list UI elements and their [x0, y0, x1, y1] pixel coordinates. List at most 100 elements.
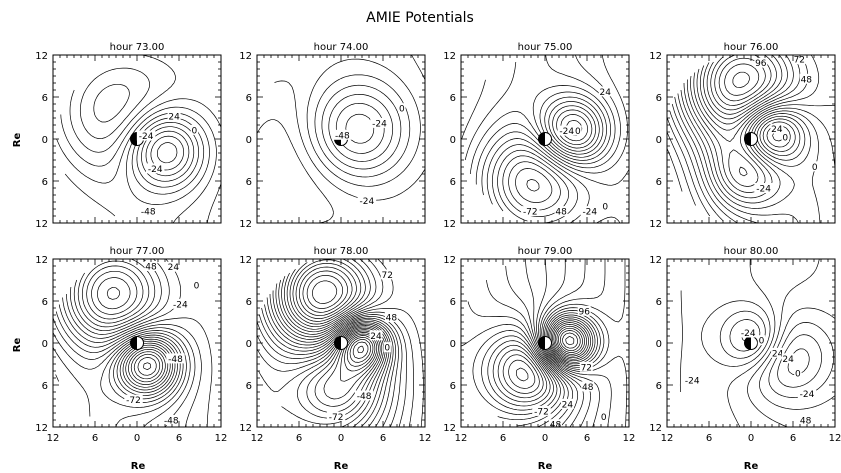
- panel-title: hour 77.00: [110, 246, 165, 257]
- contour-label: 24: [599, 88, 611, 98]
- y-tick-label: 12: [239, 255, 252, 266]
- contour-label: -24: [741, 329, 756, 339]
- x-tick-label: 12: [215, 433, 228, 444]
- y-tick-label: 6: [656, 297, 662, 308]
- contour-label-bg: [581, 381, 595, 392]
- contour-label: -24: [148, 165, 163, 175]
- contour-lines: [667, 55, 835, 223]
- y-tick-label: 0: [246, 135, 252, 146]
- y-tick-label: 0: [246, 339, 252, 350]
- earth-nightside: [538, 132, 545, 146]
- panel-title: hour 73.00: [110, 42, 165, 53]
- contour-label-bg: [136, 130, 156, 141]
- contour-label-bg: [138, 206, 158, 217]
- x-tick-label: 12: [47, 433, 60, 444]
- contour-label: 48: [800, 417, 812, 427]
- contour-label: 48: [386, 314, 398, 324]
- contour-label-bg: [549, 419, 562, 430]
- y-tick-label: 12: [35, 219, 48, 230]
- contour-label-bg: [799, 415, 813, 425]
- contour-label: 72: [381, 271, 392, 281]
- x-tick-label: 0: [542, 433, 548, 444]
- contour-label-bg: [357, 195, 377, 206]
- contour-label-bg: [167, 110, 181, 121]
- earth-nightside: [130, 336, 137, 350]
- contour-label-bg: [384, 312, 398, 323]
- x-tick-label: 0: [338, 433, 344, 444]
- x-tick-label: 12: [419, 433, 432, 444]
- contour-label-bg: [162, 415, 181, 425]
- contour-label-bg: [521, 206, 540, 217]
- y-tick-label: 6: [246, 177, 252, 188]
- x-axis-label-col1: Re: [131, 461, 146, 472]
- contour-label-bg: [532, 405, 551, 416]
- contour-label-bg: [144, 261, 158, 271]
- contour-label-bg: [554, 206, 568, 217]
- contour-lines: [679, 259, 835, 427]
- y-tick-label: 0: [450, 339, 456, 350]
- contour-label-bg: [738, 327, 758, 338]
- y-tick-label: 6: [656, 381, 662, 392]
- y-tick-label: 6: [656, 177, 662, 188]
- y-tick-label: 6: [450, 93, 456, 104]
- y-tick-label: 12: [35, 51, 48, 62]
- earth-nightside: [538, 336, 545, 350]
- x-tick-label: 6: [584, 433, 590, 444]
- y-tick-label: 12: [35, 423, 48, 434]
- contour-label-bg: [557, 125, 576, 136]
- panel-title: hour 78.00: [314, 246, 369, 257]
- contour-lines: [53, 259, 213, 427]
- contour-label: 48: [145, 263, 157, 273]
- panel-title: hour 74.00: [314, 42, 369, 53]
- contour-label-bg: [799, 73, 813, 84]
- panel-title: hour 75.00: [518, 42, 573, 53]
- contour-label-bg: [792, 54, 806, 65]
- contour-label: -72: [329, 413, 344, 423]
- contour-label: -24: [372, 119, 387, 129]
- y-tick-label: 0: [450, 135, 456, 146]
- x-tick-label: 6: [500, 433, 506, 444]
- x-tick-label: 6: [176, 433, 182, 444]
- contour-label: -48: [141, 208, 156, 218]
- contour-label: 72: [581, 363, 592, 373]
- y-tick-label: 6: [42, 93, 48, 104]
- contour-label-bg: [192, 279, 201, 290]
- contour-label: 0: [601, 413, 607, 423]
- contour-label: -48: [168, 355, 183, 365]
- contour-label-bg: [598, 86, 612, 97]
- contour-label: 24: [370, 332, 382, 342]
- contour-label: 0: [812, 163, 818, 173]
- contour-label: 48: [582, 383, 594, 393]
- y-tick-label: 12: [649, 255, 662, 266]
- contour-label-bg: [369, 330, 383, 341]
- contour-label-bg: [781, 353, 795, 364]
- y-tick-label: 6: [246, 297, 252, 308]
- contour-label: 0: [384, 344, 390, 354]
- contour-label: -24: [756, 185, 771, 195]
- y-tick-label: 6: [246, 381, 252, 392]
- y-tick-label: 0: [656, 339, 662, 350]
- contour-label-bg: [354, 390, 374, 401]
- earth-nightside: [130, 132, 137, 146]
- x-tick-label: 12: [661, 433, 674, 444]
- contour-label-bg: [770, 123, 784, 134]
- x-tick-label: 12: [455, 433, 468, 444]
- y-tick-label: 0: [42, 135, 48, 146]
- y-tick-label: 6: [42, 381, 48, 392]
- contour-label: 0: [782, 133, 788, 143]
- y-tick-label: 6: [656, 93, 662, 104]
- y-tick-label: 12: [443, 219, 456, 230]
- y-tick-label: 12: [443, 51, 456, 62]
- contour-label-bg: [682, 375, 702, 386]
- y-tick-label: 12: [443, 255, 456, 266]
- x-tick-label: 0: [134, 433, 140, 444]
- contour-label-bg: [326, 411, 346, 422]
- contour-label: 24: [562, 400, 574, 410]
- contour-label-bg: [579, 361, 593, 372]
- contour-label-bg: [781, 131, 790, 142]
- contour-label: 72: [794, 56, 805, 66]
